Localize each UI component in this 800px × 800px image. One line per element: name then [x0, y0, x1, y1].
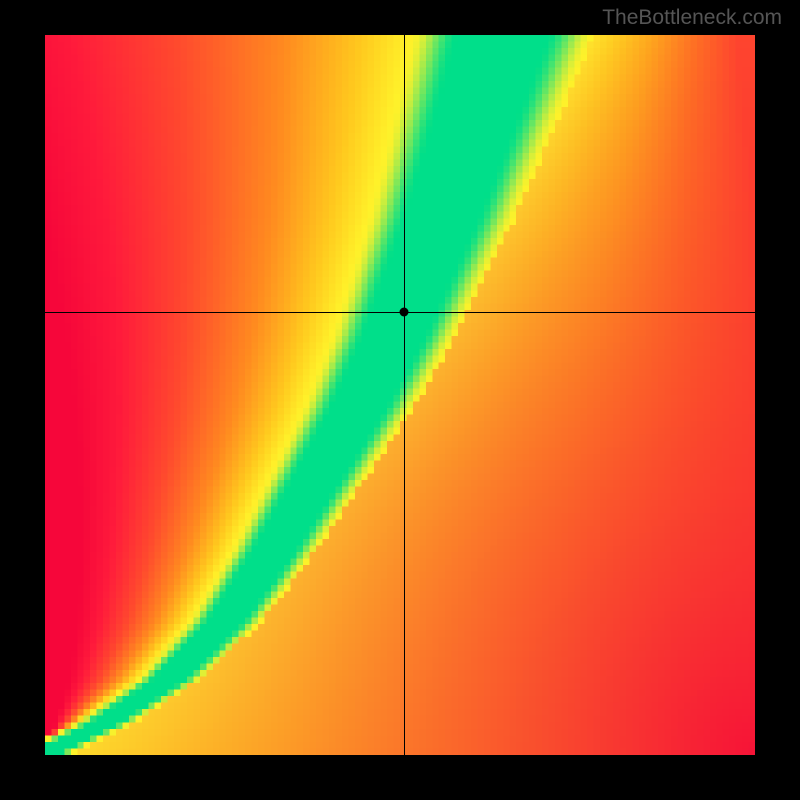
marker-dot [399, 308, 408, 317]
heatmap-canvas [45, 35, 755, 755]
crosshair-vertical [404, 35, 405, 755]
chart-container: TheBottleneck.com [0, 0, 800, 800]
heatmap-plot [45, 35, 755, 755]
watermark-text: TheBottleneck.com [602, 6, 782, 30]
